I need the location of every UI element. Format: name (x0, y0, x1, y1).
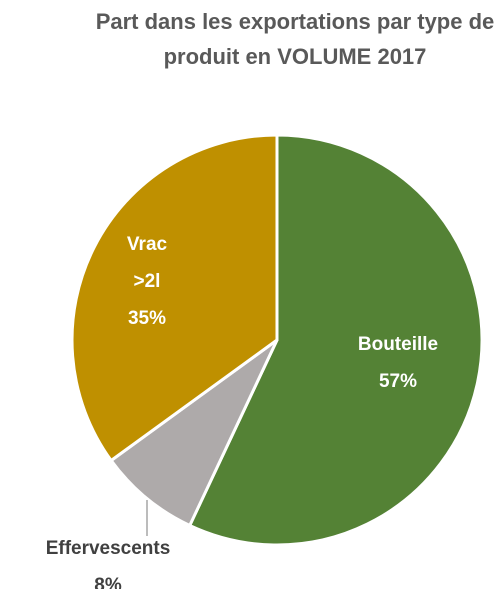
data-label-name: Vrac >2l (126, 234, 168, 292)
data-label-value: 35% (127, 308, 167, 329)
pie-slice (187, 133, 484, 547)
data-label-name: Bouteille (357, 334, 439, 355)
chart-title: Part dans les exportations par type de p… (95, 9, 495, 69)
pie-slice (109, 338, 279, 528)
data-label-name: Effervescents (45, 538, 171, 559)
pie-slice (70, 133, 279, 463)
data-label-value: 8% (94, 575, 122, 589)
data-label-value: 57% (378, 371, 418, 392)
